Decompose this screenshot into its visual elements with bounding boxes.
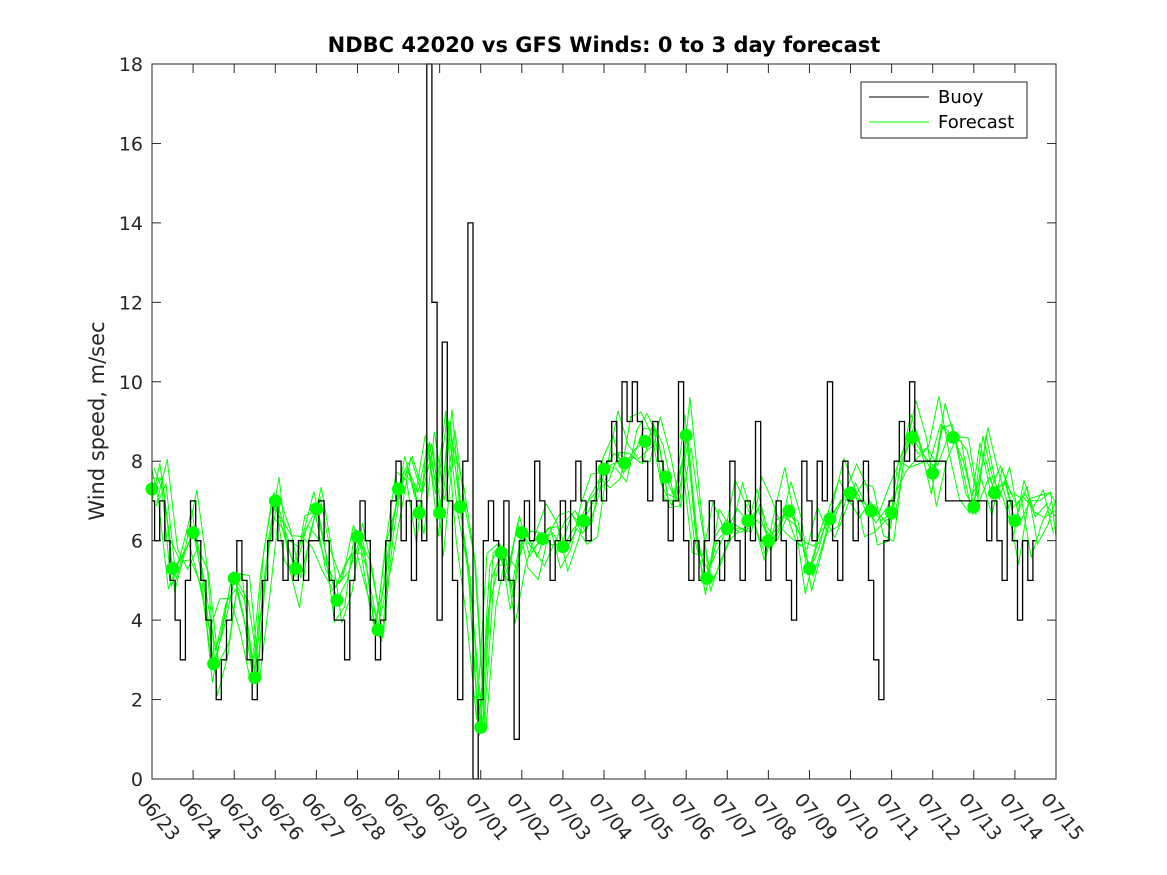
y-tick-label: 8 xyxy=(131,451,143,473)
forecast-marker xyxy=(166,562,179,575)
y-tick-label: 14 xyxy=(119,213,143,235)
forecast-marker xyxy=(494,546,508,560)
forecast-marker xyxy=(392,482,405,496)
forecast-marker xyxy=(823,512,837,526)
x-tick-label: 06/30 xyxy=(420,789,472,845)
forecast-marker xyxy=(618,456,631,470)
y-axis-label: Wind speed, m/sec xyxy=(85,321,109,520)
forecast-marker xyxy=(535,532,549,546)
forecast-marker xyxy=(474,720,488,734)
y-tick-label: 2 xyxy=(131,690,143,712)
forecast-marker xyxy=(761,534,775,548)
forecast-marker xyxy=(577,514,590,528)
forecast-marker xyxy=(864,504,878,518)
legend-label-forecast: Forecast xyxy=(938,112,1014,133)
x-tick-label: 07/01 xyxy=(461,789,513,845)
forecast-marker xyxy=(371,623,385,637)
x-tick-label: 07/08 xyxy=(749,789,801,845)
x-tick-label: 07/14 xyxy=(995,789,1047,845)
forecast-marker xyxy=(433,506,447,520)
legend-label-buoy: Buoy xyxy=(938,87,984,108)
y-tick-label: 12 xyxy=(119,292,143,314)
forecast-marker xyxy=(844,486,857,500)
x-tick-label: 06/24 xyxy=(173,789,225,845)
forecast-marker xyxy=(679,428,693,442)
x-tick-label: 07/07 xyxy=(707,789,759,845)
x-tick-label: 07/06 xyxy=(666,789,718,845)
forecast-marker xyxy=(1008,514,1022,528)
forecast-marker xyxy=(207,657,221,671)
forecast-marker xyxy=(659,470,673,484)
forecast-marker xyxy=(987,486,1001,500)
forecast-marker xyxy=(330,593,344,607)
y-tick-label: 4 xyxy=(131,610,143,632)
x-tick-label: 07/10 xyxy=(831,789,883,845)
x-tick-label: 07/12 xyxy=(913,789,965,845)
y-tick-label: 16 xyxy=(119,133,143,155)
chart-title: NDBC 42020 vs GFS Winds: 0 to 3 day fore… xyxy=(328,33,881,57)
forecast-series-line xyxy=(156,416,1057,732)
forecast-marker xyxy=(453,500,467,514)
forecast-marker xyxy=(885,506,899,520)
forecast-marker xyxy=(515,526,529,540)
legend-box xyxy=(860,81,1028,139)
forecast-marker xyxy=(186,526,200,540)
y-tick-label: 0 xyxy=(131,769,143,791)
x-tick-label: 07/05 xyxy=(625,789,677,845)
x-tick-label: 06/29 xyxy=(379,789,431,845)
forecast-marker xyxy=(227,571,241,585)
x-tick-label: 07/13 xyxy=(954,789,1006,845)
x-tick-label: 06/25 xyxy=(214,789,266,845)
x-tick-label: 07/11 xyxy=(872,789,924,845)
forecast-marker xyxy=(700,571,714,585)
forecast-marker xyxy=(720,522,734,536)
forecast-markers xyxy=(145,428,1022,734)
x-tick-label: 06/28 xyxy=(338,789,390,845)
x-tick-label: 07/09 xyxy=(790,789,842,845)
forecast-marker xyxy=(309,502,323,516)
x-tick-label: 06/26 xyxy=(255,789,307,845)
x-tick-label: 07/02 xyxy=(502,789,554,845)
forecast-marker xyxy=(351,530,364,544)
forecast-marker xyxy=(803,562,816,575)
x-tick-label: 06/23 xyxy=(132,789,184,845)
forecast-marker xyxy=(638,434,652,448)
forecast-marker xyxy=(967,500,981,514)
forecast-marker xyxy=(597,462,611,476)
forecast-marker xyxy=(905,430,919,444)
x-tick-label: 07/04 xyxy=(584,789,636,845)
forecast-marker xyxy=(412,506,426,520)
y-tick-label: 18 xyxy=(119,54,143,76)
forecast-marker xyxy=(926,466,940,480)
plot-area xyxy=(145,63,1057,780)
plot-background xyxy=(152,64,1056,779)
forecast-marker xyxy=(289,562,303,575)
forecast-marker xyxy=(946,430,960,444)
y-tick-label: 6 xyxy=(131,531,143,553)
y-tick-label: 10 xyxy=(119,372,143,394)
forecast-marker xyxy=(741,514,755,528)
x-tick-label: 07/15 xyxy=(1036,789,1088,845)
forecast-marker xyxy=(248,671,262,685)
x-tick-label: 06/27 xyxy=(297,789,349,845)
forecast-marker xyxy=(556,540,570,554)
y-axis: 0 2 4 6 8 10 12 14 16 18 xyxy=(119,54,1056,791)
legend: Buoy Forecast xyxy=(860,81,1028,139)
forecast-marker xyxy=(782,504,796,518)
forecast-marker xyxy=(268,494,282,508)
x-tick-label: 07/03 xyxy=(543,789,595,845)
